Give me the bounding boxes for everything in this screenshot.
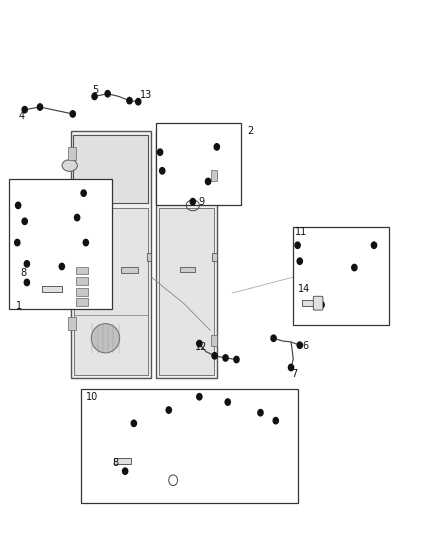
Bar [155,123,241,205]
Circle shape [74,214,80,221]
Text: 13: 13 [140,90,152,100]
Circle shape [271,335,276,342]
Circle shape [214,144,219,150]
Bar [211,335,217,346]
Circle shape [70,111,75,117]
Ellipse shape [62,160,78,171]
Circle shape [197,393,202,400]
Text: 4: 4 [18,111,24,121]
FancyBboxPatch shape [313,296,323,310]
Circle shape [223,355,228,361]
Circle shape [37,104,42,110]
Polygon shape [73,135,148,203]
Circle shape [352,264,357,271]
Text: 7: 7 [291,369,297,379]
Circle shape [225,399,230,405]
Polygon shape [71,131,151,378]
Bar [68,147,76,160]
Circle shape [295,242,300,248]
Circle shape [273,417,279,424]
Circle shape [24,279,29,286]
Circle shape [157,149,162,156]
Polygon shape [147,253,151,261]
Polygon shape [74,208,148,375]
Circle shape [59,263,64,270]
Circle shape [197,341,202,347]
Bar [76,288,88,296]
Bar [76,266,88,274]
Ellipse shape [91,324,120,353]
Bar [81,389,297,503]
Bar [10,179,112,309]
Circle shape [159,167,165,174]
Polygon shape [159,208,214,375]
Circle shape [127,98,132,104]
Circle shape [24,261,29,267]
Bar [114,458,131,464]
Circle shape [258,409,263,416]
Circle shape [166,407,171,413]
Text: 10: 10 [86,392,98,402]
Text: 6: 6 [302,341,308,351]
Circle shape [83,239,88,246]
Text: 1: 1 [16,301,22,311]
Bar [68,317,76,330]
Polygon shape [212,253,217,261]
Circle shape [22,107,27,113]
Circle shape [81,190,86,196]
Bar [42,286,62,292]
Text: 5: 5 [92,85,99,95]
Circle shape [105,91,110,97]
Bar [76,298,88,306]
Circle shape [131,420,137,426]
Circle shape [14,239,20,246]
Polygon shape [121,266,138,273]
Bar [76,277,88,285]
Text: 8: 8 [20,269,26,278]
Text: 11: 11 [295,227,307,237]
Circle shape [205,178,211,184]
Circle shape [136,99,141,105]
Text: 9: 9 [198,197,205,207]
Polygon shape [158,135,214,203]
Text: 12: 12 [195,342,207,352]
Bar [302,300,318,306]
Circle shape [22,218,27,224]
Bar [293,227,389,325]
Circle shape [190,198,195,205]
Circle shape [212,353,217,359]
Bar [211,169,217,181]
Circle shape [319,302,324,308]
Circle shape [123,468,128,474]
Text: 14: 14 [297,284,310,294]
Circle shape [297,342,302,349]
Circle shape [297,258,302,264]
Text: 2: 2 [247,126,254,136]
Polygon shape [155,131,217,378]
Polygon shape [180,266,195,272]
Circle shape [234,357,239,363]
Circle shape [288,365,293,370]
Circle shape [371,242,377,248]
Text: 8: 8 [112,458,118,468]
Circle shape [92,93,97,100]
Circle shape [15,202,21,208]
